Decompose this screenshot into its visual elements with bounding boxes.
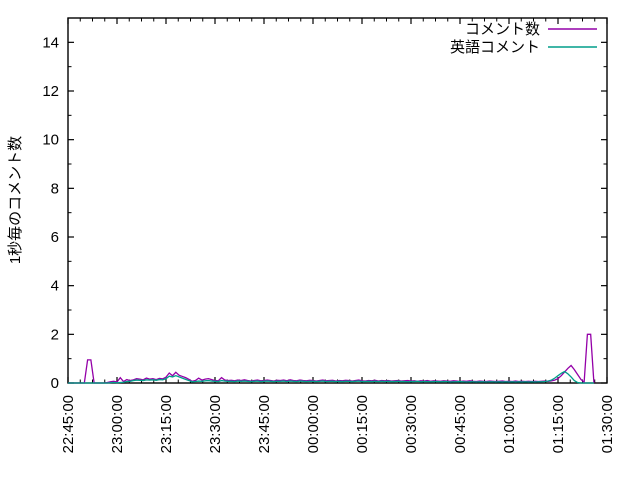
y-tick-label: 2 <box>51 326 59 343</box>
x-axis: 22:45:00 23:00:00 23:15:00 23:30:00 23:45:00… <box>60 18 616 453</box>
data-series-group <box>68 333 595 384</box>
y-axis: 0 2 4 6 8 10 12 14 <box>42 34 607 392</box>
y-tick-label: 4 <box>51 278 59 295</box>
series-line-1 <box>68 333 595 384</box>
x-tick-label: 00:00:00 <box>305 395 322 453</box>
legend-label-1: コメント数 <box>465 21 540 38</box>
x-tick-label: 00:30:00 <box>403 395 420 453</box>
series-line-2 <box>68 370 594 384</box>
x-tick-label: 01:00:00 <box>501 395 518 453</box>
x-tick-label: 23:45:00 <box>256 395 273 453</box>
y-axis-title: 1秒毎のコメント数 <box>7 136 24 264</box>
x-tick-label: 00:15:00 <box>354 395 371 453</box>
x-tick-label: 23:15:00 <box>158 395 175 453</box>
x-tick-label: 00:45:00 <box>452 395 469 453</box>
x-tick-label: 23:30:00 <box>207 395 224 453</box>
plot-border <box>67 17 608 384</box>
x-tick-label: 22:45:00 <box>60 395 77 453</box>
y-tick-label: 12 <box>42 83 59 100</box>
legend-label-2: 英語コメント <box>450 38 540 56</box>
x-tick-label: 23:00:00 <box>109 395 126 453</box>
x-tick-label: 01:15:00 <box>550 395 567 453</box>
y-tick-label: 8 <box>51 180 59 197</box>
x-tick-label: 01:30:00 <box>599 395 616 453</box>
y-tick-label: 0 <box>51 375 59 392</box>
y-tick-label: 14 <box>42 34 59 51</box>
y-tick-label: 10 <box>42 132 59 149</box>
y-tick-label: 6 <box>51 229 59 246</box>
